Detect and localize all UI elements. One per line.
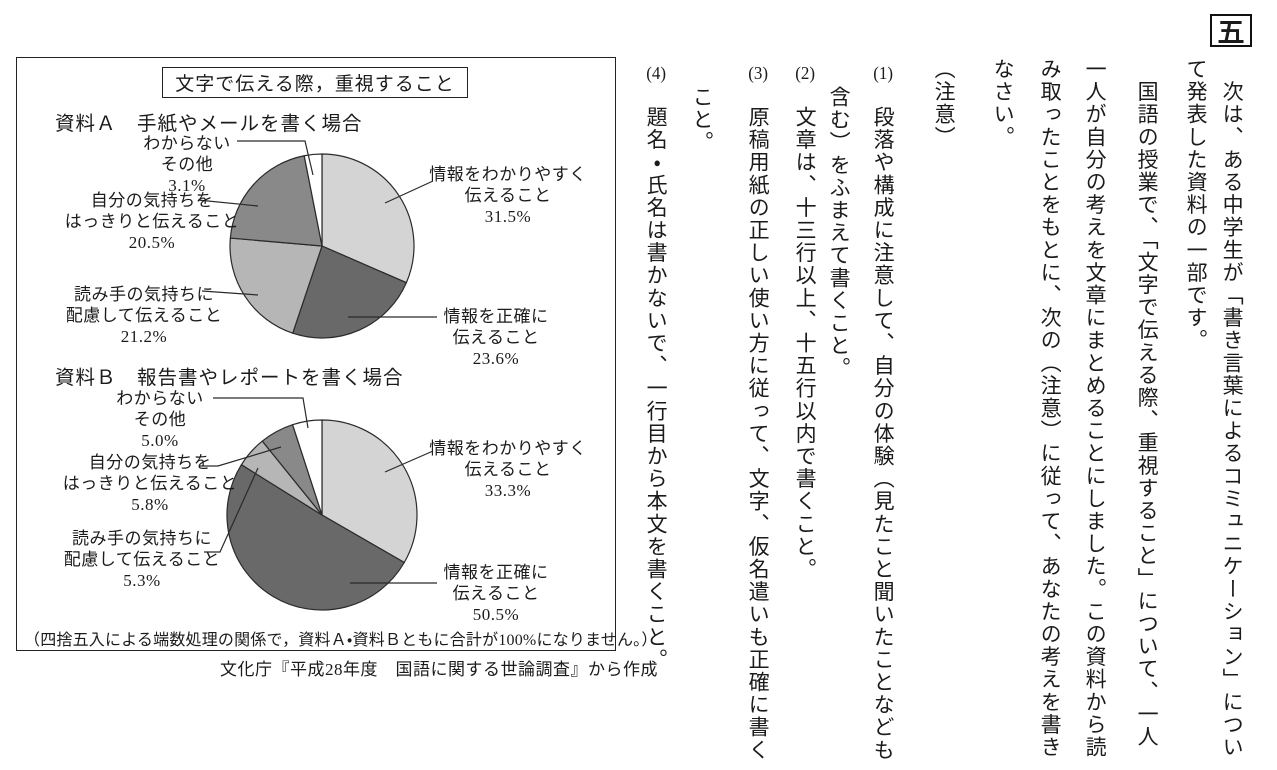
- pie-slice-label: 読み手の気持ちに 配慮して伝えること 5.3%: [64, 528, 220, 591]
- label-line: その他: [133, 410, 187, 429]
- section-number: 五: [1217, 18, 1245, 48]
- pie-slice-label: わからないその他 3.1%: [143, 133, 231, 196]
- label-line: その他: [160, 155, 214, 174]
- label-line: はっきりと伝えること: [62, 474, 238, 493]
- label-line: 読み手の気持ちに: [73, 285, 214, 304]
- label-line: わからない: [116, 389, 204, 408]
- label-line: 情報を正確に: [443, 563, 549, 582]
- text-column: 含む）をふまえて書くこと。: [827, 86, 852, 380]
- label-line: 伝えること: [452, 328, 540, 347]
- label-line: 23.6%: [472, 349, 520, 368]
- item-number: (4): [646, 64, 667, 82]
- pie-slice-label: わからないその他 5.0%: [116, 388, 204, 451]
- label-line: 情報をわかりやすく: [429, 439, 587, 458]
- pie-slice-label: 情報をわかりやすく 伝えること 33.3%: [429, 438, 587, 501]
- text-column: 次は、ある中学生が「書き言葉によるコミュニケーション」につい: [1220, 58, 1245, 759]
- label-line: 伝えること: [464, 460, 552, 479]
- label-line: 伝えること: [452, 584, 540, 603]
- label-line: 5.8%: [131, 495, 169, 514]
- label-line: 自分の気持ちを: [90, 191, 214, 210]
- notice-header: （注意）: [932, 58, 957, 149]
- chart-b-header: 資料Ｂ 報告書やレポートを書く場合: [55, 368, 404, 389]
- notice-item: (2) 文章は、十三行以上、十五行以内で書くこと。: [793, 64, 817, 581]
- item-text: 原稿用紙の正しい使い方に従って、文字、仮名遣いも正確に書く: [746, 106, 771, 762]
- pie-slice-label: 情報をわかりやすく 伝えること 31.5%: [429, 164, 587, 227]
- text-column: なさい。: [991, 58, 1016, 149]
- label-line: 配慮して伝えること: [65, 306, 223, 325]
- text-column: 一人が自分の考えを文章にまとめることにしました。この資料から読: [1083, 58, 1108, 759]
- label-line: 5.0%: [141, 431, 179, 450]
- pie-slice-label: 情報を正確に 伝えること 50.5%: [444, 562, 549, 625]
- pie-slice-label: 自分の気持ちをはっきりと伝えること 20.5%: [65, 190, 240, 253]
- chart-a-header: 資料Ａ 手紙やメールを書く場合: [55, 114, 363, 135]
- notice-item: (1) 段落や構成に注意して、自分の体験（見たこと聞いたことなども: [871, 64, 895, 761]
- label-line: 伝えること: [464, 186, 552, 205]
- label-line: 50.5%: [472, 605, 520, 624]
- label-line: 自分の気持ちを: [88, 453, 212, 472]
- source-caption: 文化庁『平成28年度 国語に関する世論調査』から作成: [220, 660, 658, 679]
- section-number-box: 五: [1210, 14, 1252, 48]
- item-number: (1): [873, 64, 894, 82]
- notice-item: (3) 原稿用紙の正しい使い方に従って、文字、仮名遣いも正確に書く: [746, 64, 770, 761]
- item-number: (3): [748, 64, 769, 82]
- label-line: 20.5%: [128, 233, 176, 252]
- label-line: 読み手の気持ちに: [71, 529, 212, 548]
- label-line: 3.1%: [168, 176, 206, 195]
- text-column: 国語の授業で、「文字で伝える際、重視すること」について、一人: [1135, 58, 1160, 749]
- rounding-note: （四捨五入による端数処理の関係で，資料Ａ・資料Ｂともに合計が100%になりません…: [24, 632, 658, 649]
- label-line: 情報をわかりやすく: [429, 165, 587, 184]
- text-column: て発表した資料の一部です。: [1184, 58, 1209, 352]
- label-line: 配慮して伝えること: [63, 550, 221, 569]
- pie-slice-label: 情報を正確に 伝えること 23.6%: [444, 306, 549, 369]
- label-line: わからない: [143, 134, 231, 153]
- label-line: 5.3%: [123, 571, 161, 590]
- label-line: 31.5%: [484, 207, 532, 226]
- text-column: み取ったことをもとに、次の（注意）に従って、あなたの考えを書き: [1038, 58, 1063, 759]
- item-text: 段落や構成に注意して、自分の体験（見たこと聞いたことなども: [871, 106, 896, 762]
- label-line: 21.2%: [120, 327, 168, 346]
- label-line: はっきりと伝えること: [64, 212, 240, 231]
- label-line: 33.3%: [484, 481, 532, 500]
- text-column: こと。: [690, 86, 715, 154]
- notice-item: (4) 題名・氏名は書かないで、一行目から本文を書くこと。: [644, 64, 668, 671]
- item-text: 文章は、十三行以上、十五行以内で書くこと。: [793, 106, 818, 581]
- pie-slice-label: 自分の気持ちをはっきりと伝えること 5.8%: [63, 452, 238, 515]
- label-line: 情報を正確に: [443, 307, 549, 326]
- item-text: 題名・氏名は書かないで、一行目から本文を書くこと。: [644, 106, 669, 671]
- pie-slice-label: 読み手の気持ちに 配慮して伝えること 21.2%: [66, 284, 222, 347]
- item-number: (2): [795, 64, 816, 82]
- figure-title: 文字で伝える際，重視すること: [162, 67, 468, 98]
